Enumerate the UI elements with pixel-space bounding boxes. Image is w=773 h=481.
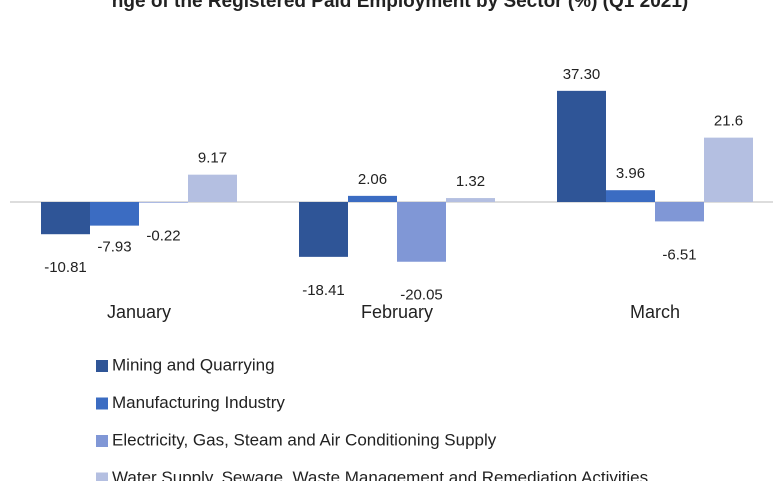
data-label: 9.17 <box>198 150 227 167</box>
legend-label: Manufacturing Industry <box>112 393 285 412</box>
x-tick-label: March <box>630 302 680 322</box>
bar <box>704 137 753 202</box>
bar <box>348 195 397 202</box>
legend-swatch <box>96 360 108 372</box>
data-label: 37.30 <box>563 66 601 83</box>
x-tick-label: February <box>361 302 433 322</box>
bar <box>557 90 606 202</box>
data-label: -7.93 <box>97 239 131 256</box>
legend-label: Water Supply, Sewage, Waste Management a… <box>112 468 648 481</box>
bar <box>188 174 237 202</box>
data-label: 21.6 <box>714 113 743 130</box>
data-label: -6.51 <box>662 246 696 263</box>
chart-title: nge of the Registered Paid Employment by… <box>112 0 688 12</box>
legend-label: Electricity, Gas, Steam and Air Conditio… <box>112 430 497 449</box>
legend-swatch <box>96 435 108 447</box>
data-label: 3.96 <box>616 165 645 182</box>
bar <box>90 202 139 226</box>
data-label: -10.81 <box>44 259 87 276</box>
legend-swatch <box>96 397 108 410</box>
bar <box>655 202 704 222</box>
data-label: 2.06 <box>358 171 387 188</box>
bar <box>397 202 446 262</box>
legend-swatch <box>96 472 108 481</box>
bar <box>41 202 90 235</box>
bar <box>139 202 188 203</box>
data-label: 1.32 <box>456 173 485 190</box>
bar <box>446 198 495 202</box>
x-tick-label: January <box>107 302 171 322</box>
legend-label: Mining and Quarrying <box>112 355 275 374</box>
data-label: -0.22 <box>146 228 180 245</box>
data-label: -18.41 <box>302 282 345 299</box>
bar <box>299 202 348 257</box>
data-label: -20.05 <box>400 287 443 304</box>
bar <box>606 190 655 202</box>
